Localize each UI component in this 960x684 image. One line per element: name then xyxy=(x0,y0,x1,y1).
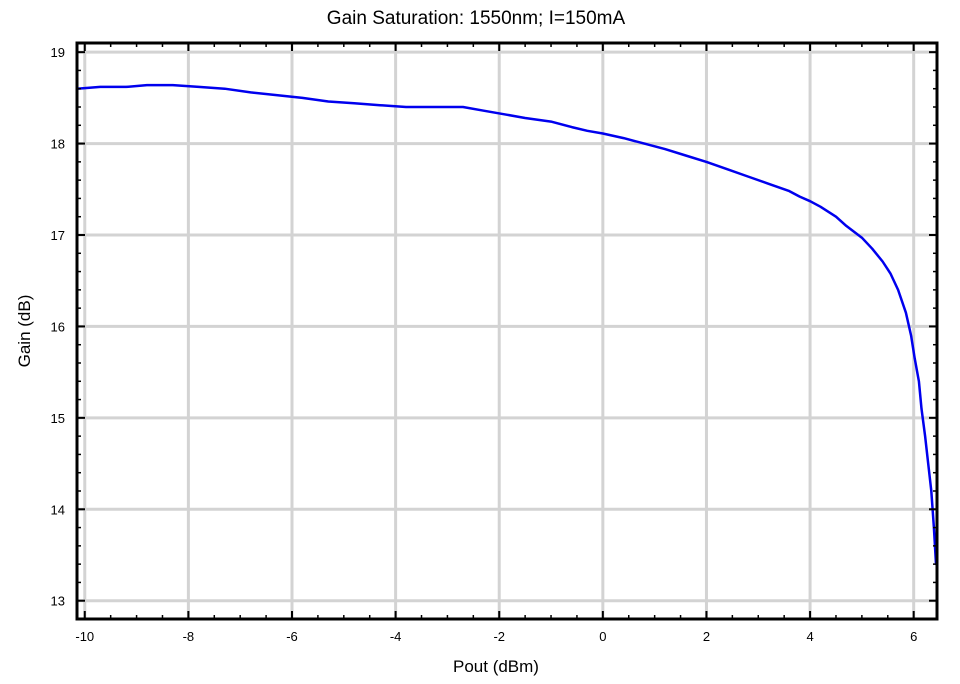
grid-lines xyxy=(77,43,937,619)
tick-labels: -10 -8 -6 -4 -2 0 2 4 6 13 14 15 16 17 18 19 xyxy=(51,45,918,644)
x-tick-label: 2 xyxy=(703,629,710,644)
x-tick-label: -8 xyxy=(183,629,195,644)
series-layer xyxy=(75,83,938,566)
y-tick-label: 15 xyxy=(51,411,65,426)
chart-title: Gain Saturation: 1550nm; I=150mA xyxy=(327,8,626,29)
x-tick-label: 0 xyxy=(599,629,606,644)
x-tick-label: -10 xyxy=(75,629,94,644)
y-tick-label: 18 xyxy=(51,137,65,152)
x-tick-label: -4 xyxy=(390,629,402,644)
y-axis-label: Gain (dB) xyxy=(15,295,34,368)
x-tick-label: -2 xyxy=(493,629,505,644)
x-axis-label: Pout (dBm) xyxy=(453,657,539,676)
x-tick-label: 6 xyxy=(910,629,917,644)
y-tick-label: 19 xyxy=(51,45,65,60)
x-tick-label: 4 xyxy=(806,629,813,644)
x-tick-label: -6 xyxy=(286,629,298,644)
y-tick-label: 17 xyxy=(51,228,65,243)
y-tick-label: 13 xyxy=(51,594,65,609)
y-tick-label: 16 xyxy=(51,319,65,334)
gain-curve-line xyxy=(75,83,938,566)
tick-marks xyxy=(77,43,937,620)
y-tick-label: 14 xyxy=(51,502,65,517)
plot-frame xyxy=(75,41,939,621)
